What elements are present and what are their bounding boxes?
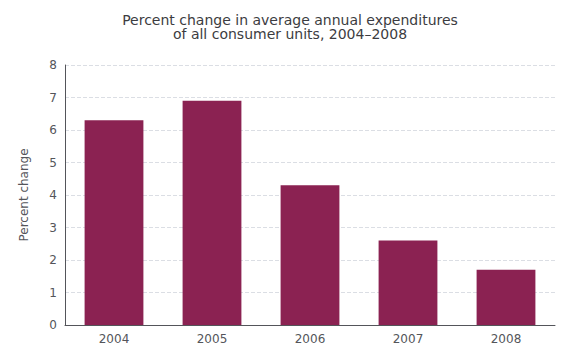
svg-text:Percent change: Percent change <box>17 148 31 241</box>
svg-text:7: 7 <box>49 91 57 105</box>
svg-text:3: 3 <box>49 221 57 235</box>
svg-text:Percent change in average annu: Percent change in average annual expendi… <box>122 12 458 28</box>
svg-text:2007: 2007 <box>393 332 424 346</box>
svg-text:1: 1 <box>49 286 57 300</box>
svg-text:0: 0 <box>49 318 57 332</box>
svg-text:4: 4 <box>49 188 57 202</box>
svg-text:of all consumer units, 2004–20: of all consumer units, 2004–2008 <box>173 26 407 42</box>
svg-text:2: 2 <box>49 253 57 267</box>
svg-text:2006: 2006 <box>295 332 326 346</box>
svg-text:2005: 2005 <box>197 332 228 346</box>
svg-text:5: 5 <box>49 156 57 170</box>
svg-text:6: 6 <box>49 123 57 137</box>
svg-text:2004: 2004 <box>99 332 130 346</box>
svg-text:8: 8 <box>49 58 57 72</box>
svg-text:2008: 2008 <box>491 332 522 346</box>
